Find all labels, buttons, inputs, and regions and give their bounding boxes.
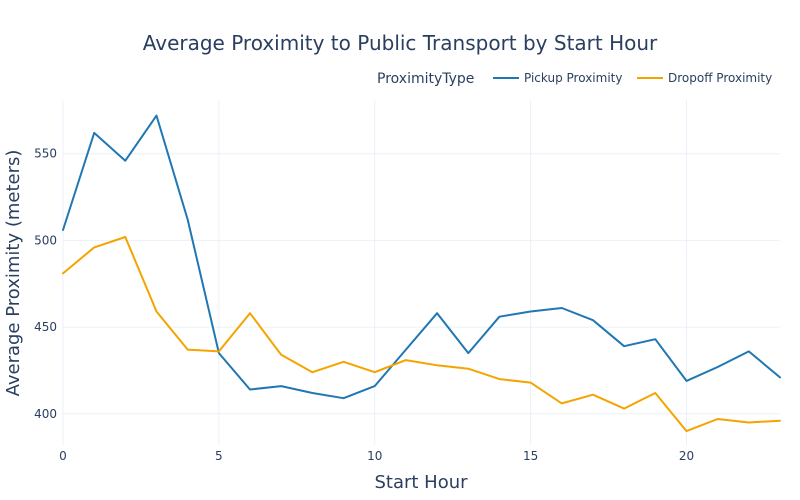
y-axis-title: Average Proximity (meters) [3,150,24,397]
series-lines[interactable] [62,114,781,433]
x-tick-label: 20 [679,449,694,463]
grid-lines [62,100,780,445]
legend-title: ProximityType [377,71,474,87]
y-tick-label: 400 [34,407,57,421]
y-tick-label: 500 [34,233,57,247]
y-axis-ticks: 400 450 500 550 [34,147,57,421]
legend-item-dropoff[interactable]: Dropoff Proximity [637,71,772,85]
x-tick-label: 15 [523,449,538,463]
chart-title: Average Proximity to Public Transport by… [143,31,658,55]
series-line-pickup[interactable] [62,114,781,400]
legend-label: Dropoff Proximity [668,71,772,85]
y-tick-label: 450 [34,320,57,334]
x-tick-label: 5 [215,449,223,463]
x-axis-title: Start Hour [374,472,468,493]
legend-item-pickup[interactable]: Pickup Proximity [493,71,622,85]
x-tick-label: 10 [367,449,382,463]
legend-label: Pickup Proximity [524,71,622,85]
y-tick-label: 550 [34,147,57,161]
x-axis-ticks: 0 5 10 15 20 [59,449,694,463]
series-line-dropoff[interactable] [62,236,781,433]
legend[interactable]: ProximityType Pickup Proximity Dropoff Pr… [377,71,772,87]
x-tick-label: 0 [59,449,67,463]
